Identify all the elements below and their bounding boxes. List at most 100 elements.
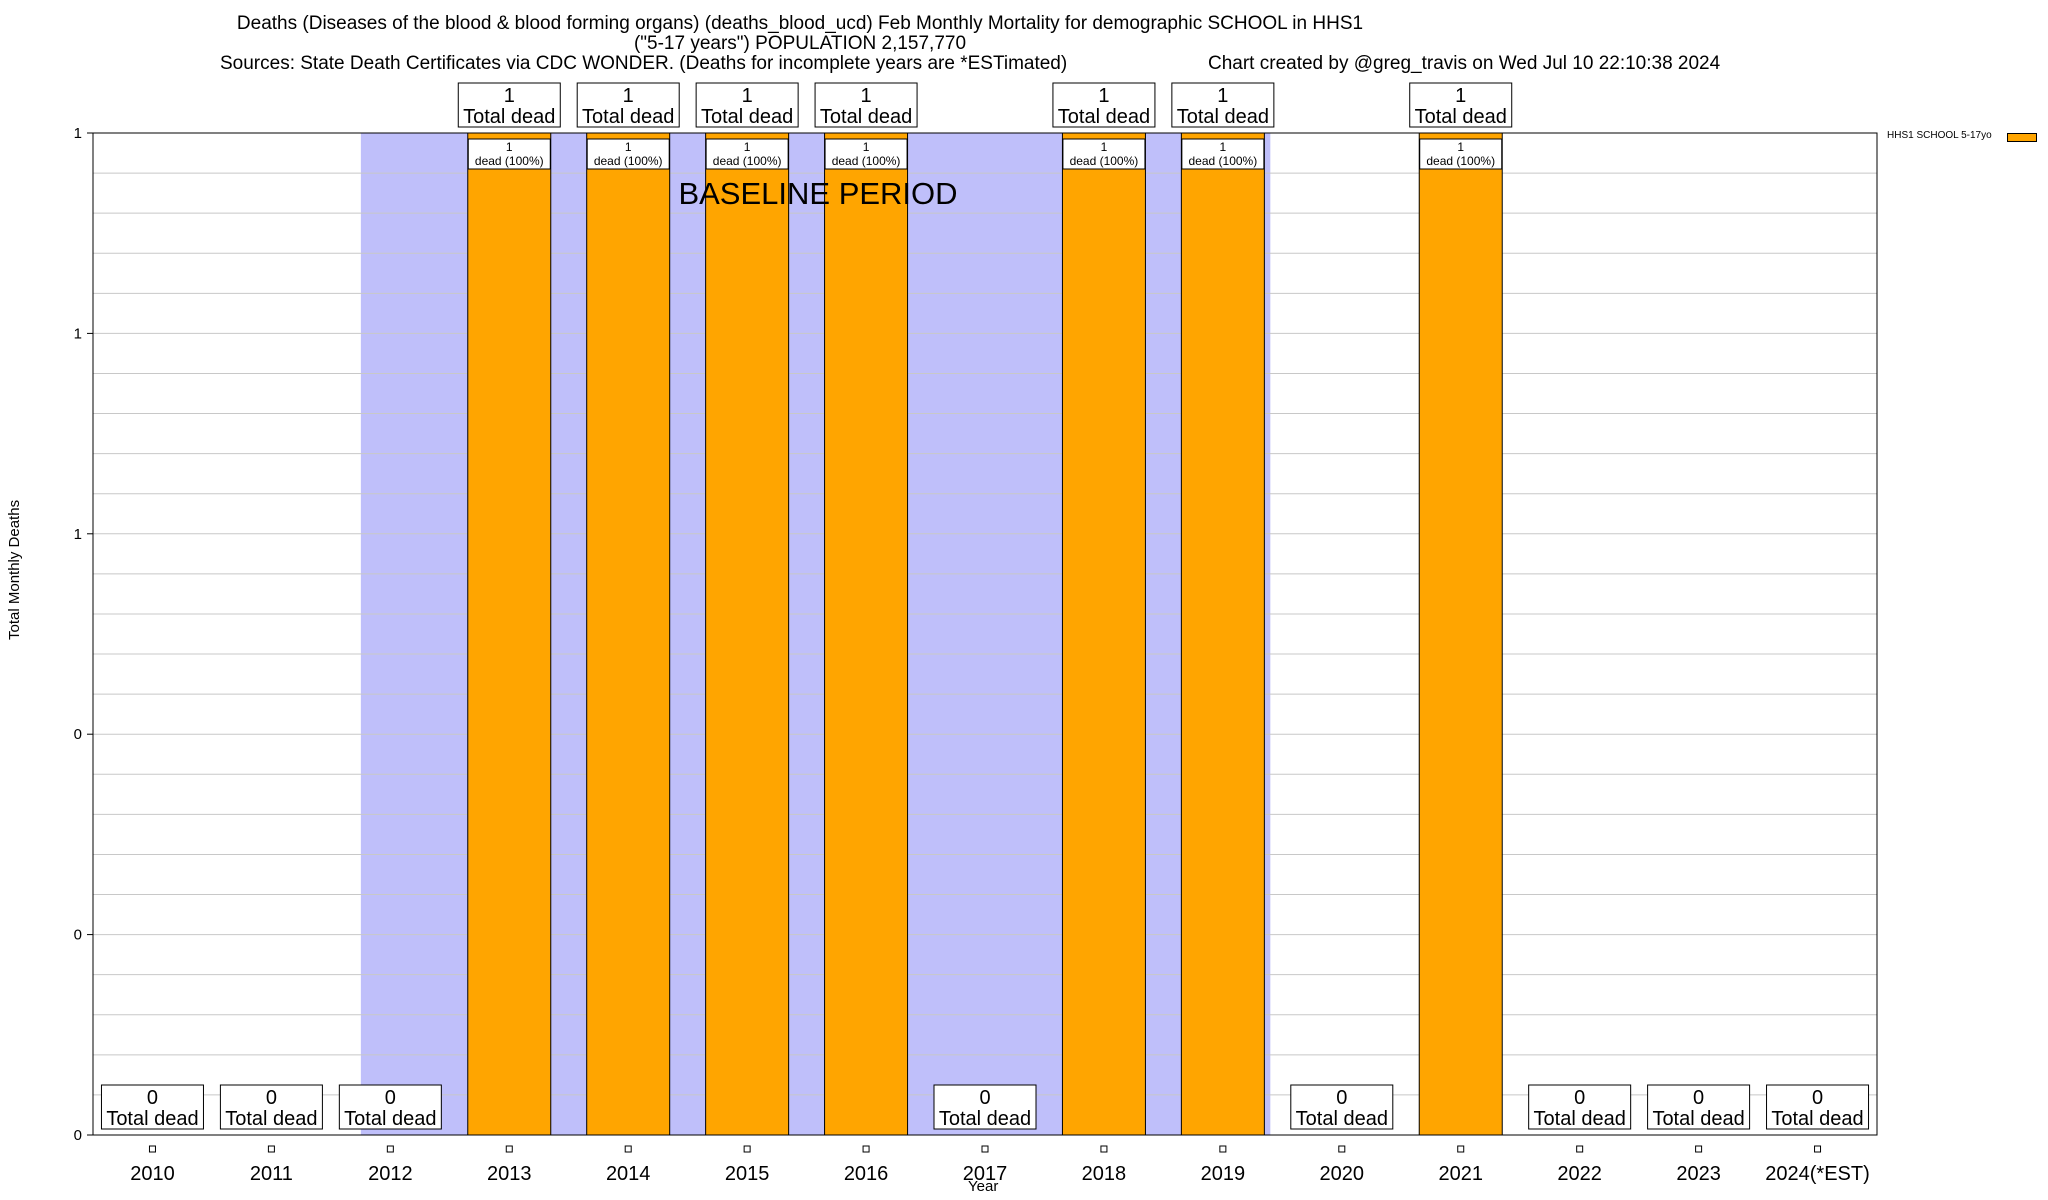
total-label-box — [457, 82, 561, 128]
total-label-box — [100, 1084, 204, 1130]
segment-label-box — [705, 138, 789, 170]
x-axis-label: Year — [968, 1178, 999, 1195]
x-tick-label: 2018 — [1082, 1163, 1127, 1185]
x-tick-marker — [743, 1145, 751, 1153]
total-label-value: 1 — [623, 85, 634, 107]
bar-2021 — [1418, 132, 1503, 1136]
total-label-text: Total dead — [463, 106, 555, 128]
segment-label-text: dead (100%) — [1189, 154, 1258, 168]
total-label-text: Total dead — [1534, 1108, 1626, 1130]
total-label-box — [576, 82, 680, 128]
x-tick-label: 2020 — [1320, 1163, 1365, 1185]
bar-2015 — [705, 132, 790, 1136]
x-tick-label: 2024(*EST) — [1765, 1163, 1870, 1185]
segment-label-box — [1419, 138, 1503, 170]
y-tick-label: 1 — [74, 526, 82, 543]
total-label-box — [1528, 1084, 1632, 1130]
segment-label-text: dead (100%) — [832, 154, 901, 168]
chart-title-line2: ("5-17 years") POPULATION 2,157,770 — [633, 33, 967, 54]
total-label-value: 1 — [1098, 85, 1109, 107]
total-label-box — [219, 1084, 323, 1130]
x-tick-marker — [505, 1145, 513, 1153]
total-label-box — [933, 1084, 1037, 1130]
bar-2016 — [824, 132, 909, 1136]
total-label-box — [338, 1084, 442, 1130]
segment-label-value: 1 — [625, 140, 632, 154]
x-tick-label: 2019 — [1201, 1163, 1246, 1185]
x-tick-marker — [1814, 1145, 1822, 1153]
segment-label-text: dead (100%) — [1426, 154, 1495, 168]
total-label-text: Total dead — [1296, 1108, 1388, 1130]
total-label-value: 0 — [266, 1087, 277, 1109]
total-label-text: Total dead — [1058, 106, 1150, 128]
x-tick-label: 2013 — [487, 1163, 532, 1185]
segment-label-value: 1 — [506, 140, 513, 154]
bar-2018 — [1061, 132, 1146, 1136]
x-tick-marker — [981, 1145, 989, 1153]
x-tick-marker — [862, 1145, 870, 1153]
segment-label-value: 1 — [1457, 140, 1464, 154]
total-label-value: 0 — [385, 1087, 396, 1109]
segment-label-value: 1 — [1220, 140, 1227, 154]
total-label-text: Total dead — [582, 106, 674, 128]
total-label-box — [1052, 82, 1156, 128]
chart-sources: Sources: State Death Certificates via CD… — [220, 53, 1068, 74]
bar-2014 — [586, 132, 671, 1136]
chart-title-line1: Deaths (Diseases of the blood & blood fo… — [236, 13, 1364, 34]
x-tick-marker — [386, 1145, 394, 1153]
x-tick-label: 2023 — [1676, 1163, 1721, 1185]
x-tick-marker — [624, 1145, 632, 1153]
total-label-value: 0 — [1574, 1087, 1585, 1109]
total-label-value: 1 — [742, 85, 753, 107]
segment-label-text: dead (100%) — [1070, 154, 1139, 168]
segment-label-box — [1062, 138, 1146, 170]
total-label-value: 1 — [1217, 85, 1228, 107]
total-label-text: Total dead — [701, 106, 793, 128]
x-tick-label: 2021 — [1438, 1163, 1483, 1185]
y-tick-label: 0 — [74, 1127, 82, 1144]
y-tick-label: 1 — [74, 325, 82, 342]
x-tick-label: 2022 — [1557, 1163, 1602, 1185]
y-axis-label: Total Monthly Deaths — [6, 499, 23, 640]
x-tick-label: 2017 — [963, 1163, 1008, 1185]
x-tick-label: 2010 — [130, 1163, 175, 1185]
total-label-text: Total dead — [1652, 1108, 1744, 1130]
x-tick-marker — [1576, 1145, 1584, 1153]
total-label-text: Total dead — [1415, 106, 1507, 128]
total-label-box — [1290, 1084, 1394, 1130]
total-label-text: Total dead — [106, 1108, 198, 1130]
segment-label-box — [1181, 138, 1265, 170]
segment-label-box — [824, 138, 908, 170]
x-tick-label: 2015 — [725, 1163, 770, 1185]
total-label-text: Total dead — [344, 1108, 436, 1130]
x-tick-label: 2011 — [250, 1163, 293, 1185]
segment-label-text: dead (100%) — [594, 154, 663, 168]
total-label-value: 1 — [504, 85, 515, 107]
x-tick-marker — [1338, 1145, 1346, 1153]
total-label-box — [1647, 1084, 1751, 1130]
chart-credit: Chart created by @greg_travis on Wed Jul… — [1208, 53, 1721, 74]
y-tick-label: 0 — [74, 726, 82, 743]
total-label-value: 1 — [861, 85, 872, 107]
x-tick-label: 2014 — [606, 1163, 651, 1185]
legend-label: HHS1 SCHOOL 5-17yo — [1887, 130, 1992, 141]
segment-label-value: 1 — [744, 140, 751, 154]
x-tick-label: 2016 — [844, 1163, 889, 1185]
total-label-value: 0 — [979, 1087, 990, 1109]
total-label-value: 1 — [1455, 85, 1466, 107]
total-label-text: Total dead — [939, 1108, 1031, 1130]
total-label-value: 0 — [1812, 1087, 1823, 1109]
bar-2013 — [467, 132, 552, 1136]
total-label-box — [695, 82, 799, 128]
total-label-text: Total dead — [820, 106, 912, 128]
y-tick-label: 1 — [74, 125, 82, 142]
segment-label-text: dead (100%) — [475, 154, 544, 168]
total-label-text: Total dead — [1177, 106, 1269, 128]
total-label-text: Total dead — [225, 1108, 317, 1130]
total-label-value: 0 — [147, 1087, 158, 1109]
x-tick-marker — [1457, 1145, 1465, 1153]
total-label-box — [1409, 82, 1513, 128]
total-label-box — [814, 82, 918, 128]
segment-label-value: 1 — [863, 140, 870, 154]
x-tick-marker — [1695, 1145, 1703, 1153]
